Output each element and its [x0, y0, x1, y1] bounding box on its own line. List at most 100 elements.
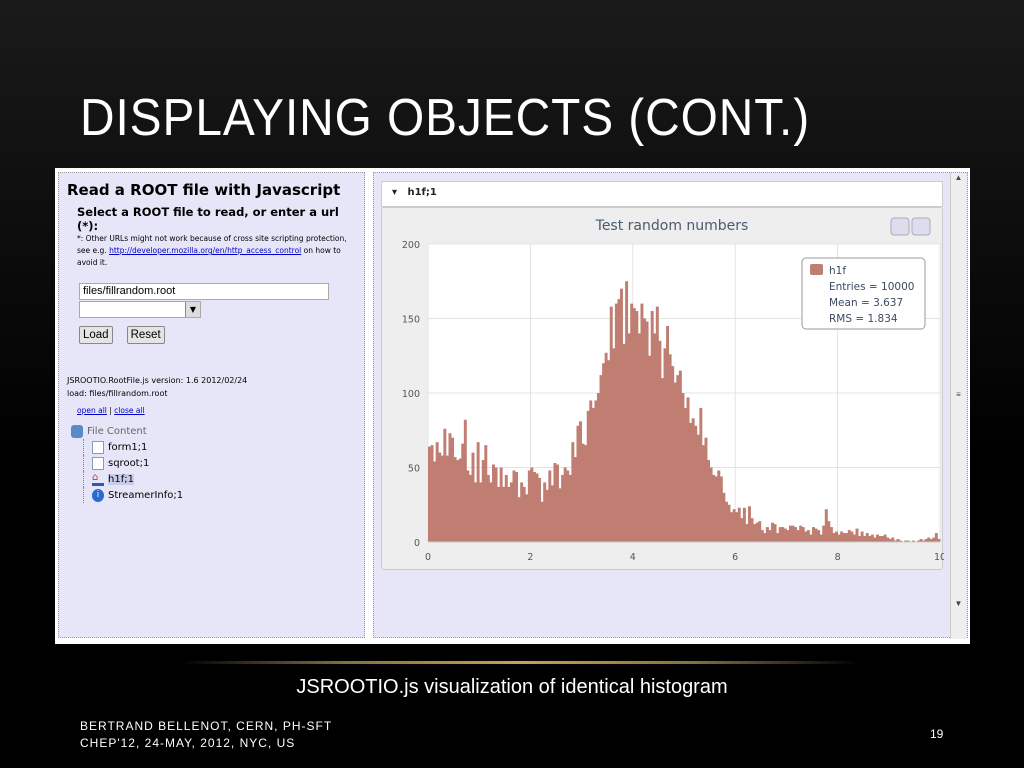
- histogram-bar: [602, 363, 606, 542]
- scrollbar[interactable]: ▲ ≡ ▼: [950, 173, 966, 639]
- histogram-bar: [837, 534, 841, 542]
- histogram-bar: [596, 393, 600, 542]
- close-all-link[interactable]: close all: [114, 406, 145, 415]
- histogram-bar: [699, 407, 703, 542]
- histogram-bar: [466, 470, 470, 542]
- histogram-chart: Test random numbers 0 50 100 150 200 0 2 4 6 8 10 h1…: [402, 217, 946, 563]
- histogram-bar: [445, 455, 449, 542]
- scroll-down-icon[interactable]: ▼: [954, 599, 963, 608]
- y-tick-label: 150: [402, 315, 420, 326]
- histogram-bar: [896, 539, 900, 542]
- chart-frame: Test random numbers 0 50 100 150 200 0 2 4 6 8 10 h1…: [381, 207, 946, 570]
- histogram-bar: [735, 512, 739, 542]
- histogram-bar: [430, 445, 434, 542]
- histogram-bar: [722, 492, 726, 542]
- slide-caption: JSROOTIO.js visualization of identical h…: [296, 676, 728, 698]
- histogram-bar: [509, 482, 513, 542]
- histogram-bar: [763, 533, 767, 542]
- histogram-bar: [650, 311, 654, 542]
- tree-item[interactable]: form1;1: [83, 439, 356, 455]
- histogram-bar: [771, 522, 774, 542]
- histogram-bar: [817, 530, 821, 542]
- histogram-bar: [428, 446, 431, 542]
- histogram-bar: [860, 531, 864, 542]
- histogram-bar: [563, 467, 567, 542]
- histogram-bar: [796, 530, 800, 542]
- tree-root[interactable]: File Content: [71, 423, 356, 439]
- browser-screenshot: Read a ROOT file with Javascript Select …: [55, 168, 970, 644]
- info-icon: i: [92, 488, 104, 502]
- histogram-bar: [689, 422, 693, 542]
- histogram-bar: [806, 530, 810, 542]
- load-status: load: files/fillrandom.root: [67, 389, 168, 398]
- histogram-bar: [489, 482, 493, 542]
- scroll-thumb-grip[interactable]: ≡: [956, 390, 961, 399]
- download-icon[interactable]: [911, 217, 931, 236]
- histogram-bar: [635, 311, 639, 542]
- display-panel: ▾ h1f;1 Test random numbers 0 50 100 150 200 0…: [373, 172, 968, 639]
- histogram-bar: [637, 333, 641, 542]
- histogram-bar: [648, 355, 652, 542]
- histogram-bar: [461, 443, 465, 542]
- histogram-bar: [481, 460, 485, 542]
- histogram-bar: [676, 375, 680, 542]
- tree-item[interactable]: i StreamerInfo;1: [83, 487, 356, 503]
- histogram-bar: [840, 531, 844, 542]
- histogram-bar: [919, 539, 923, 542]
- x-tick-label: 4: [630, 552, 636, 563]
- file-icon: [92, 456, 104, 470]
- histogram-bar: [737, 507, 741, 542]
- scroll-up-icon[interactable]: ▲: [954, 173, 963, 182]
- histogram-bar: [870, 534, 874, 542]
- histogram-bar: [484, 445, 488, 542]
- tree-item[interactable]: sqroot;1: [83, 455, 356, 471]
- mozilla-link[interactable]: http://developer.mozilla.org/en/http_acc…: [109, 246, 302, 255]
- histogram-bar: [724, 501, 728, 542]
- histogram-bar: [668, 354, 672, 542]
- legend-swatch: [810, 264, 823, 275]
- load-button[interactable]: Load: [79, 326, 113, 344]
- histogram-bar: [645, 321, 649, 542]
- histogram-bar: [704, 437, 708, 542]
- histogram-bar: [794, 527, 798, 542]
- tree-item-selected[interactable]: ⌂ h1f;1: [83, 471, 356, 487]
- histogram-bar: [852, 534, 856, 542]
- tree-item-label: h1f;1: [108, 473, 134, 485]
- histogram-bar: [663, 348, 667, 542]
- object-header[interactable]: ▾ h1f;1: [381, 181, 943, 207]
- url-input[interactable]: files/fillrandom.root: [79, 283, 329, 300]
- histogram-bar: [653, 333, 657, 542]
- histogram-bar: [727, 504, 731, 542]
- x-tick-label: 6: [732, 552, 738, 563]
- histogram-bar: [691, 418, 695, 542]
- panel-heading: Read a ROOT file with Javascript: [67, 181, 341, 199]
- histogram-bar: [773, 524, 777, 542]
- file-select[interactable]: ▼: [79, 301, 201, 318]
- histogram-bar: [709, 467, 713, 542]
- print-icon[interactable]: [890, 217, 910, 236]
- histogram-bar: [829, 527, 833, 542]
- histogram-bar: [571, 442, 575, 542]
- reset-button[interactable]: Reset: [126, 326, 165, 344]
- histogram-bar: [474, 482, 478, 542]
- page-number: 19: [930, 727, 944, 741]
- open-all-link[interactable]: open all: [77, 406, 107, 415]
- histogram-bar: [599, 375, 603, 542]
- histogram-bar: [778, 527, 782, 542]
- histogram-bar: [783, 528, 787, 542]
- histogram-bar: [814, 528, 818, 542]
- histogram-bar: [512, 470, 516, 542]
- histogram-bar: [883, 534, 887, 542]
- histogram-bar: [740, 518, 744, 542]
- collapse-icon[interactable]: ▾: [392, 187, 398, 198]
- chevron-down-icon[interactable]: ▼: [185, 302, 200, 317]
- histogram-bar: [553, 463, 557, 542]
- chart-title: Test random numbers: [595, 218, 749, 234]
- histogram-bar: [911, 540, 915, 542]
- histogram-bar: [881, 536, 885, 542]
- histogram-bar: [556, 464, 559, 542]
- histogram-bar: [517, 497, 521, 542]
- histogram-bar: [435, 442, 439, 542]
- histogram-bar: [819, 534, 823, 542]
- histogram-bar: [681, 393, 685, 542]
